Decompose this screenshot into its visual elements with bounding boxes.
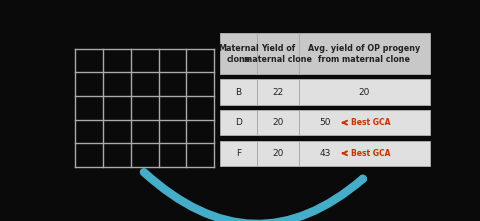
Text: B: B (235, 88, 241, 97)
Text: Maternal
clone: Maternal clone (218, 44, 259, 64)
Bar (220, 33, 430, 74)
Text: 20: 20 (272, 118, 284, 127)
Bar (220, 79, 430, 105)
Text: 22: 22 (272, 88, 283, 97)
Text: Best GCA: Best GCA (351, 149, 391, 158)
Text: 20: 20 (272, 149, 284, 158)
Bar (220, 141, 430, 166)
Text: 20: 20 (359, 88, 370, 97)
FancyArrowPatch shape (144, 172, 363, 221)
Text: Best GCA: Best GCA (351, 118, 391, 127)
Text: 50: 50 (319, 118, 331, 127)
Text: D: D (235, 118, 242, 127)
Text: Avg. yield of OP progeny
from maternal clone: Avg. yield of OP progeny from maternal c… (308, 44, 420, 64)
Text: F: F (236, 149, 241, 158)
Bar (220, 110, 430, 135)
Text: Yield of
maternal clone: Yield of maternal clone (244, 44, 312, 64)
Text: 43: 43 (319, 149, 331, 158)
